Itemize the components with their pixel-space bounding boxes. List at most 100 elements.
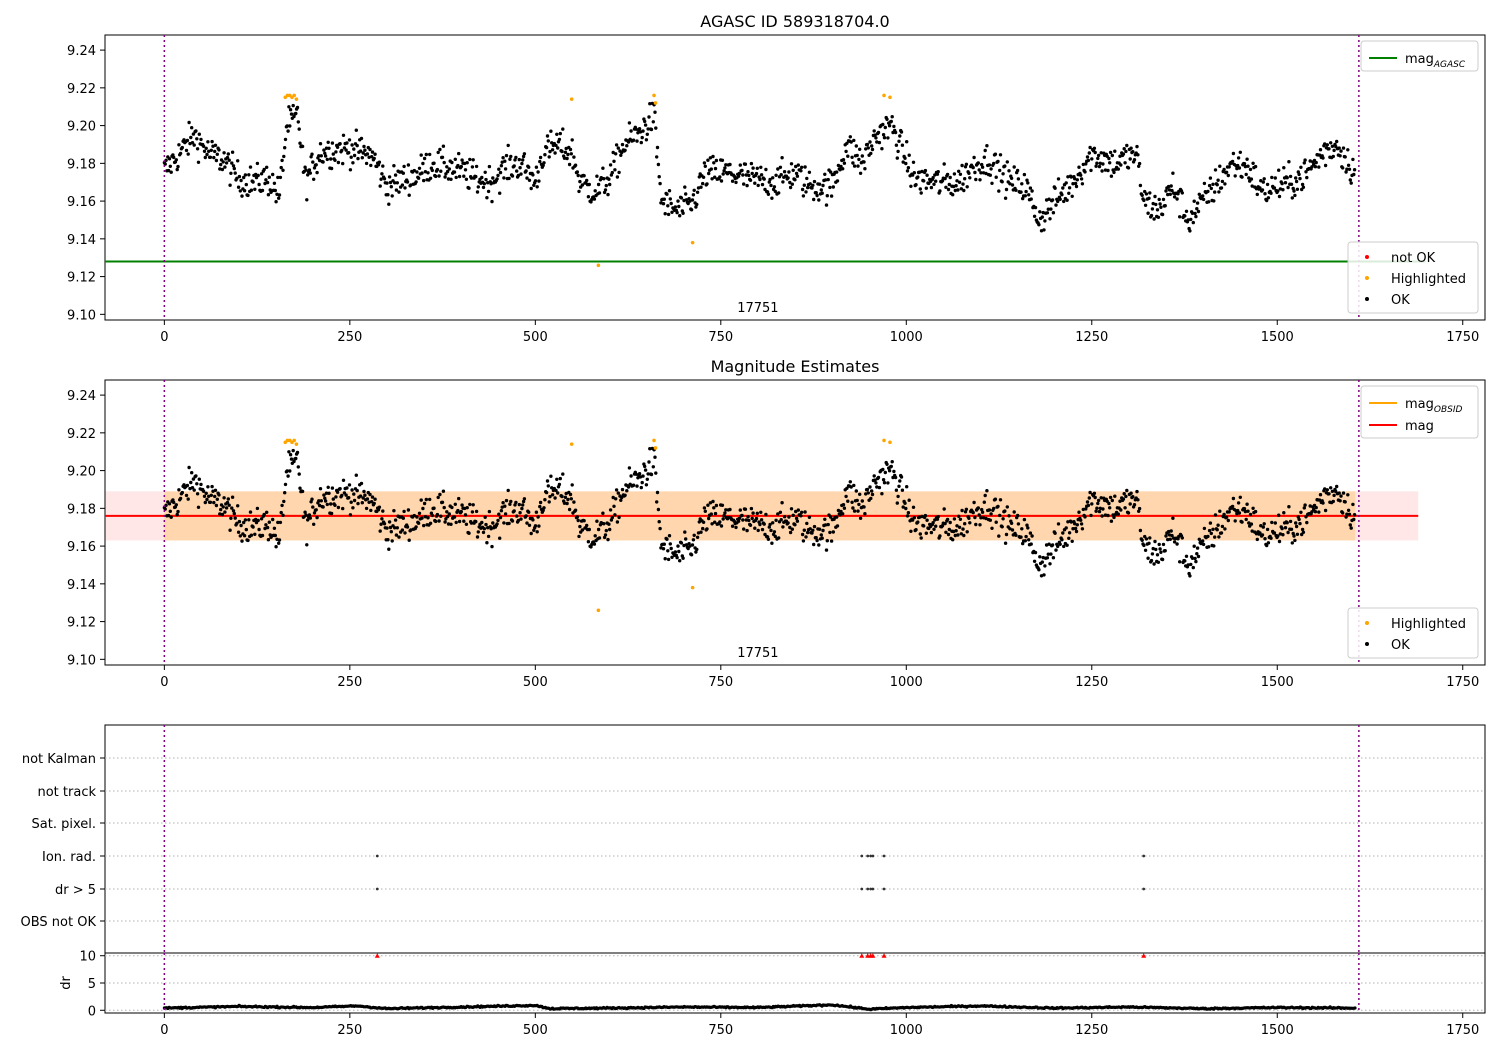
ok-point (1194, 214, 1198, 219)
ok-point (1250, 184, 1254, 188)
ok-point (647, 460, 651, 464)
ok-point (1116, 512, 1121, 516)
ok-point (498, 170, 503, 175)
ok-point (998, 513, 1002, 518)
ok-point (721, 517, 725, 521)
ok-point (516, 518, 521, 523)
ok-point (1303, 158, 1307, 162)
ok-point (380, 172, 384, 176)
x-tick-label: 1250 (1075, 330, 1108, 345)
ok-point (730, 524, 735, 528)
ok-point (1180, 191, 1185, 195)
ok-point (440, 500, 445, 504)
ok-point (1251, 161, 1255, 165)
ok-point (881, 133, 886, 137)
ok-point (587, 527, 591, 532)
ok-point (1045, 556, 1050, 560)
dr-axis-label: dr (59, 976, 74, 990)
ok-point (994, 175, 998, 179)
ok-point (305, 198, 309, 202)
ok-point (1149, 558, 1154, 563)
ok-point (709, 512, 713, 516)
ok-point (1021, 541, 1025, 546)
ok-point (229, 171, 233, 175)
ok-point (684, 537, 688, 541)
ok-point (259, 172, 264, 176)
ok-point (1047, 542, 1051, 546)
ok-point (249, 533, 254, 537)
ok-point (491, 176, 495, 180)
ok-point (677, 204, 681, 209)
ok-point (519, 517, 523, 521)
ok-point (515, 514, 519, 518)
ok-point (228, 183, 232, 187)
ok-point (714, 503, 719, 508)
ok-point (438, 147, 442, 152)
ok-point (550, 148, 555, 152)
ok-point (543, 498, 547, 502)
ok-point (462, 519, 466, 523)
ok-point (938, 189, 942, 193)
ok-point (699, 185, 703, 189)
ok-point (796, 163, 800, 167)
ok-point (635, 484, 639, 488)
ok-point (486, 526, 490, 530)
ok-point (977, 513, 981, 517)
ok-point (547, 155, 551, 159)
ok-point (205, 152, 209, 157)
ok-point (1112, 170, 1116, 175)
ok-point (936, 515, 940, 519)
ok-point (352, 153, 357, 158)
ok-point (562, 156, 567, 160)
ok-point (743, 507, 748, 511)
ok-point (1261, 180, 1266, 184)
ok-point (1196, 554, 1201, 559)
ok-point (1137, 506, 1142, 511)
ok-point (1074, 184, 1079, 189)
ok-point (312, 166, 317, 170)
legend-marker (1365, 255, 1369, 259)
ok-point (667, 189, 672, 193)
ok-point (385, 181, 389, 185)
ok-point (546, 139, 550, 143)
ok-point (460, 158, 464, 162)
ok-point (1108, 495, 1113, 500)
x-tick-label: 500 (523, 675, 548, 690)
ok-point (496, 173, 500, 178)
clipped-marker (1141, 953, 1147, 958)
ok-point (978, 178, 982, 182)
ok-point (168, 509, 172, 513)
ok-point (1101, 507, 1105, 511)
ok-point (474, 174, 478, 179)
ok-point (1281, 533, 1285, 537)
ok-point (195, 492, 200, 496)
ok-point (192, 488, 196, 492)
ok-point (190, 471, 194, 475)
ok-point (1219, 186, 1224, 190)
ok-point (1265, 527, 1270, 532)
ok-point (1113, 149, 1117, 153)
ok-point (202, 149, 207, 153)
ok-point (1148, 191, 1152, 195)
ok-point (848, 480, 852, 484)
ok-point (441, 489, 446, 493)
ok-point (446, 177, 451, 181)
ok-point (893, 475, 898, 480)
ok-point (881, 467, 885, 472)
ok-point (303, 510, 307, 514)
ok-point (640, 135, 644, 140)
ok-point (486, 189, 491, 194)
ok-point (1079, 177, 1084, 181)
ok-point (965, 185, 969, 189)
ok-point (1349, 526, 1353, 530)
dr-point (1353, 1006, 1357, 1010)
ok-point (1341, 491, 1346, 495)
ok-point (836, 508, 841, 513)
y-tick-label: 9.16 (67, 540, 96, 555)
ok-point (538, 504, 542, 509)
ok-point (272, 526, 277, 530)
ok-point (762, 522, 766, 526)
x-tick-label: 500 (523, 330, 548, 345)
panel-title: Magnitude Estimates (711, 357, 880, 376)
ok-point (858, 147, 862, 151)
